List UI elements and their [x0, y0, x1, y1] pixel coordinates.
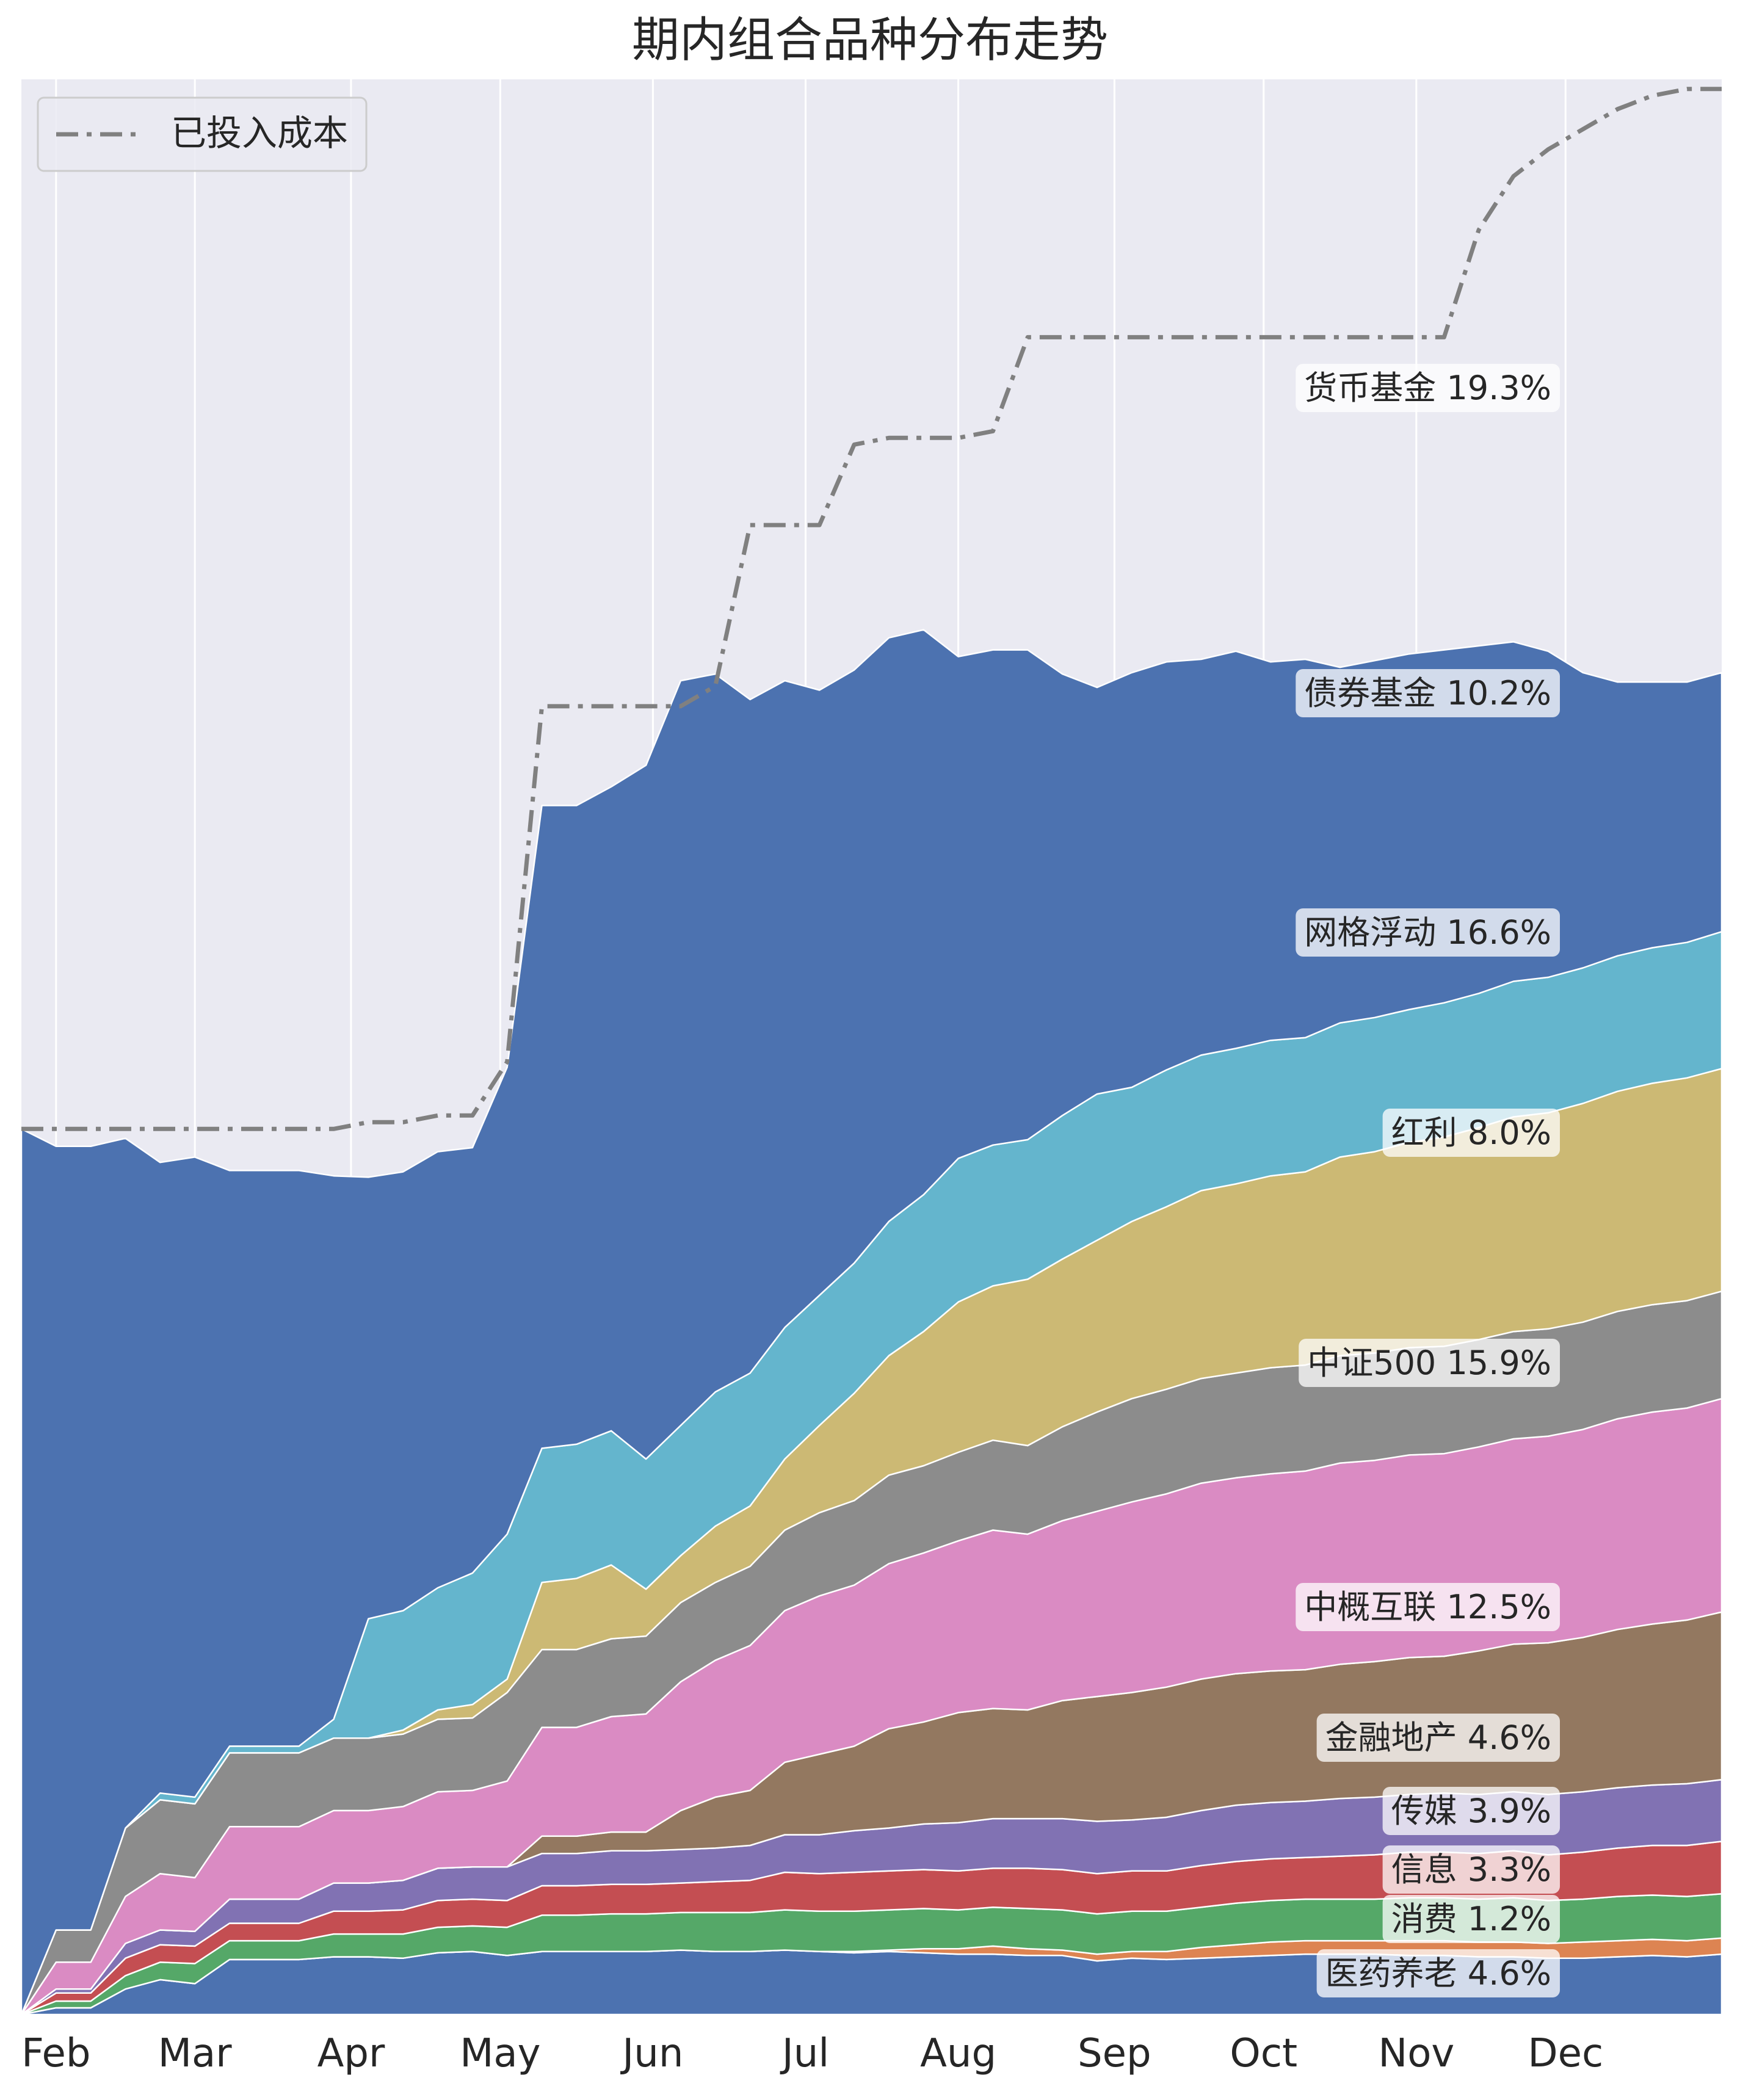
series-label-红利: 红利 8.0% — [1382, 1109, 1560, 1157]
x-tick-label-9: Nov — [1378, 2031, 1454, 2076]
series-label-text-货币基金: 货币基金 19.3% — [1304, 369, 1551, 407]
x-tick-label-8: Oct — [1230, 2031, 1297, 2076]
series-label-box-网格浮动 — [1296, 908, 1560, 957]
series-label-text-中证500: 中证500 15.9% — [1307, 1344, 1551, 1382]
series-label-box-金融地产 — [1316, 1714, 1560, 1762]
x-tick-label-4: Jun — [620, 2031, 683, 2076]
cost-line — [21, 87, 1722, 1131]
series-label-中证500: 中证500 15.9% — [1299, 1339, 1560, 1387]
x-tick-label-10: Dec — [1528, 2031, 1603, 2076]
series-label-box-货币基金 — [1296, 364, 1560, 412]
series-label-box-传媒 — [1382, 1787, 1560, 1835]
x-tick-label-6: Aug — [920, 2031, 996, 2076]
series-label-债券基金: 债券基金 10.2% — [1296, 669, 1560, 717]
series-label-box-中概互联 — [1296, 1583, 1560, 1631]
series-label-box-红利 — [1382, 1109, 1560, 1157]
series-label-box-消费 — [1382, 1895, 1560, 1943]
x-tick-label-0: Feb — [21, 2031, 90, 2076]
series-label-text-中概互联: 中概互联 12.5% — [1304, 1588, 1551, 1626]
series-label-货币基金: 货币基金 19.3% — [1296, 364, 1560, 412]
x-tick-label-7: Sep — [1078, 2031, 1151, 2076]
series-label-text-红利: 红利 8.0% — [1391, 1113, 1551, 1152]
series-label-医药养老: 医药养老 4.6% — [1316, 1949, 1560, 1997]
series-label-网格浮动: 网格浮动 16.6% — [1296, 908, 1560, 957]
chart-title: 期内组合品种分布走势 — [632, 13, 1108, 68]
x-tick-label-1: Mar — [158, 2031, 232, 2076]
series-label-box-中证500 — [1299, 1339, 1560, 1387]
series-label-text-信息: 信息 3.3% — [1391, 1850, 1551, 1889]
series-label-text-医药养老: 医药养老 4.6% — [1325, 1954, 1551, 1993]
series-label-box-医药养老 — [1316, 1949, 1560, 1997]
series-label-box-债券基金 — [1296, 669, 1560, 717]
area-货币基金 — [20, 629, 1723, 2016]
x-tick-label-5: Jul — [780, 2031, 829, 2076]
series-label-text-金融地产: 金融地产 4.6% — [1325, 1718, 1551, 1757]
legend-label: 已投入成本 — [171, 112, 348, 154]
x-tick-label-3: May — [460, 2031, 540, 2076]
series-label-金融地产: 金融地产 4.6% — [1316, 1714, 1560, 1762]
series-label-box-信息 — [1382, 1845, 1560, 1894]
series-label-text-消费: 消费 1.2% — [1391, 1900, 1551, 1938]
series-label-消费: 消费 1.2% — [1382, 1895, 1560, 1943]
legend: 已投入成本 — [37, 96, 368, 172]
series-label-text-债券基金: 债券基金 10.2% — [1304, 674, 1551, 712]
series-label-信息: 信息 3.3% — [1382, 1845, 1560, 1894]
series-label-中概互联: 中概互联 12.5% — [1296, 1583, 1560, 1631]
legend-box — [37, 96, 368, 172]
x-tick-label-2: Apr — [317, 2031, 385, 2076]
series-label-传媒: 传媒 3.9% — [1382, 1787, 1560, 1835]
series-label-text-网格浮动: 网格浮动 16.6% — [1304, 913, 1551, 952]
series-label-text-传媒: 传媒 3.9% — [1391, 1792, 1551, 1830]
